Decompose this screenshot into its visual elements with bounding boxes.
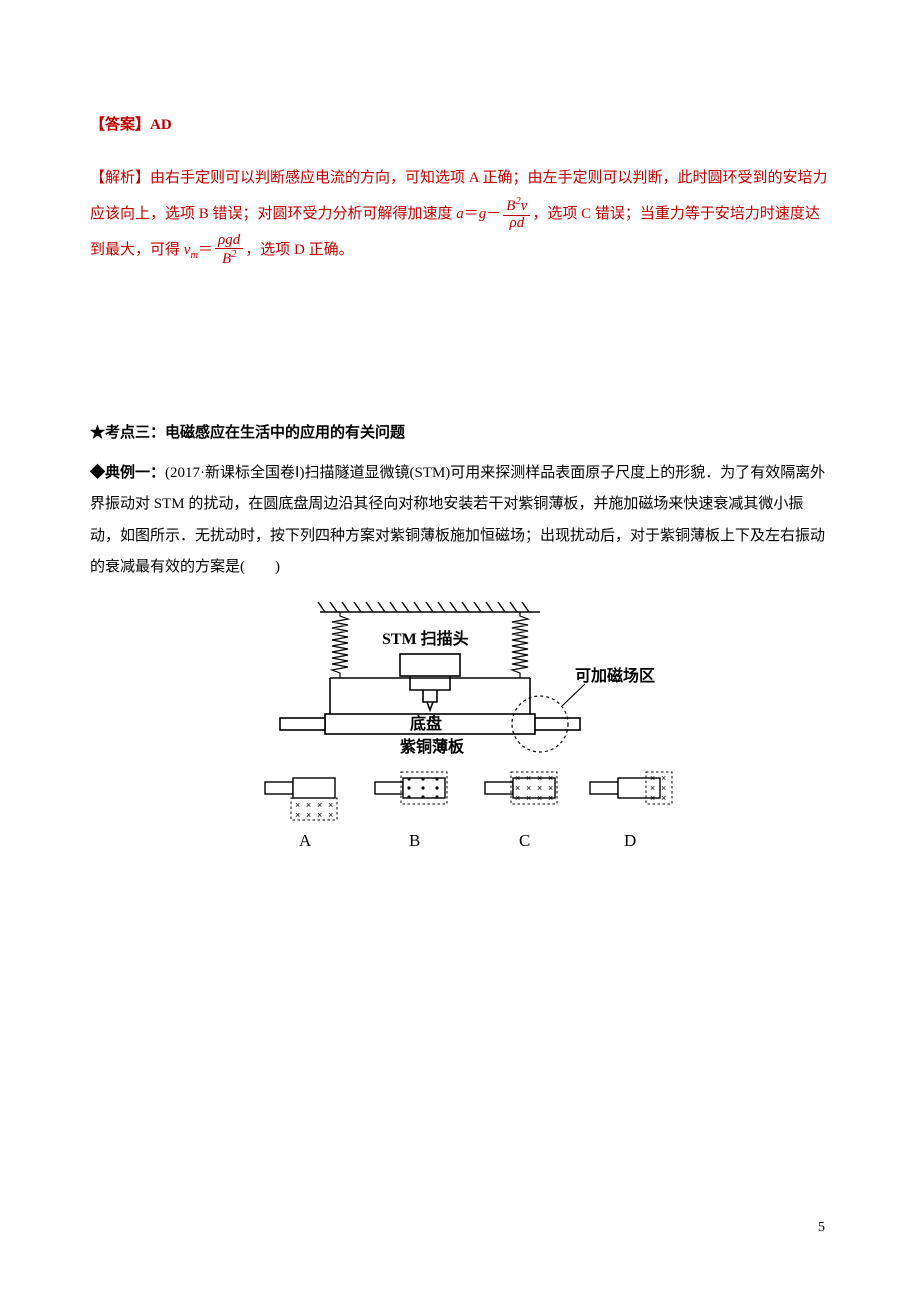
eq2-frac-num: ρgd xyxy=(215,233,243,250)
option-b-label: B xyxy=(409,831,420,850)
section-star: ★ xyxy=(90,425,105,441)
option-d: ×× ×× ×× D xyxy=(590,772,672,850)
svg-text:×: × xyxy=(650,773,655,783)
ceiling-hatch xyxy=(318,602,540,612)
svg-text:×: × xyxy=(526,773,531,783)
label-base-plate: 底盘 xyxy=(410,714,442,733)
eq2-frac-den: B2 xyxy=(215,249,243,268)
svg-text:×: × xyxy=(548,793,553,803)
example-body: 扫描隧道显微镜(STM)可用来探测样品表面原子尺度上的形貌．为了有效隔离外界振动… xyxy=(90,465,825,576)
answer-label: 【答案】 xyxy=(90,117,150,133)
svg-text:×: × xyxy=(328,810,333,820)
example-source: (2017·新课标全国卷Ⅰ) xyxy=(165,465,304,481)
option-c-label: C xyxy=(519,831,530,850)
eq2-fraction: ρgd B2 xyxy=(215,233,243,269)
example-block: ◆典例一：(2017·新课标全国卷Ⅰ)扫描隧道显微镜(STM)可用来探测样品表面… xyxy=(90,458,830,584)
svg-text:×: × xyxy=(537,773,542,783)
svg-text:×: × xyxy=(661,773,666,783)
example-diamond: ◆ xyxy=(90,465,105,481)
svg-text:×: × xyxy=(537,783,542,793)
svg-text:×: × xyxy=(515,773,520,783)
explanation-block: 【解析】由右手定则可以判断感应电流的方向，可知选项 A 正确；由左手定则可以判断… xyxy=(90,160,830,269)
answer-line: 【答案】AD xyxy=(90,110,830,142)
svg-text:×: × xyxy=(537,793,542,803)
option-d-label: D xyxy=(624,831,636,850)
svg-text:×: × xyxy=(526,783,531,793)
option-c: ×××× ×××× ×××× C xyxy=(485,772,557,850)
example-label: 典例一： xyxy=(105,465,165,481)
svg-text:×: × xyxy=(306,800,311,810)
section-title-text: 电磁感应在生活中的应用的有关问题 xyxy=(165,425,405,441)
label-copper-plate: 紫铜薄板 xyxy=(400,737,465,756)
eq1-minus: － xyxy=(486,206,501,222)
spring-left xyxy=(332,612,348,678)
eq1-den-d: d xyxy=(517,215,525,231)
section-title: ★考点三：电磁感应在生活中的应用的有关问题 xyxy=(90,418,830,450)
stm-diagram: STM 扫描头 底盘 可加磁场区 紫铜薄板 ×××× ×××× A xyxy=(240,596,680,886)
svg-text:×: × xyxy=(306,810,311,820)
eq1-lhs-var: a xyxy=(456,206,464,222)
eq1-frac-den: ρd xyxy=(503,216,530,232)
svg-text:×: × xyxy=(317,810,322,820)
explain-label: 【解析】 xyxy=(90,170,150,186)
svg-text:×: × xyxy=(650,793,655,803)
eq2-num-d: d xyxy=(233,232,241,248)
svg-text:×: × xyxy=(295,810,300,820)
svg-text:×: × xyxy=(661,783,666,793)
figure-wrap: STM 扫描头 底盘 可加磁场区 紫铜薄板 ×××× ×××× A xyxy=(90,596,830,899)
label-mag-region: 可加磁场区 xyxy=(575,666,655,685)
eq2-eq: ＝ xyxy=(198,242,213,258)
eq1-fraction: B2v ρd xyxy=(503,196,530,232)
svg-text:×: × xyxy=(661,793,666,803)
eq1-num-v: v xyxy=(521,198,528,214)
answer-value: AD xyxy=(150,117,172,133)
option-b: B xyxy=(375,772,447,850)
eq1-eq: ＝ xyxy=(464,206,479,222)
svg-text:×: × xyxy=(526,793,531,803)
explain-seg3: ，选项 D 正确。 xyxy=(245,242,353,258)
option-a-label: A xyxy=(299,831,312,850)
stm-bracket xyxy=(330,654,530,714)
spacer xyxy=(90,268,830,418)
page-number: 5 xyxy=(818,1213,825,1242)
eq1-frac-num: B2v xyxy=(503,196,530,216)
svg-text:×: × xyxy=(515,793,520,803)
eq2-lhs-sub: m xyxy=(190,250,198,261)
svg-text:×: × xyxy=(328,800,333,810)
svg-text:×: × xyxy=(295,800,300,810)
label-stm-head: STM 扫描头 xyxy=(382,629,469,648)
eq2-num-g: g xyxy=(225,232,233,248)
eq2-den-b: B xyxy=(222,251,231,267)
option-a: ×××× ×××× A xyxy=(265,778,337,850)
eq1-den-rho: ρ xyxy=(509,215,516,231)
svg-text:×: × xyxy=(515,783,520,793)
spring-right xyxy=(512,612,528,678)
svg-text:×: × xyxy=(650,783,655,793)
eq2-den-sup: 2 xyxy=(231,249,236,260)
section-label: 考点三： xyxy=(105,425,165,441)
svg-text:×: × xyxy=(317,800,322,810)
mag-region-leader xyxy=(562,684,585,706)
svg-text:×: × xyxy=(548,783,553,793)
svg-text:×: × xyxy=(548,773,553,783)
